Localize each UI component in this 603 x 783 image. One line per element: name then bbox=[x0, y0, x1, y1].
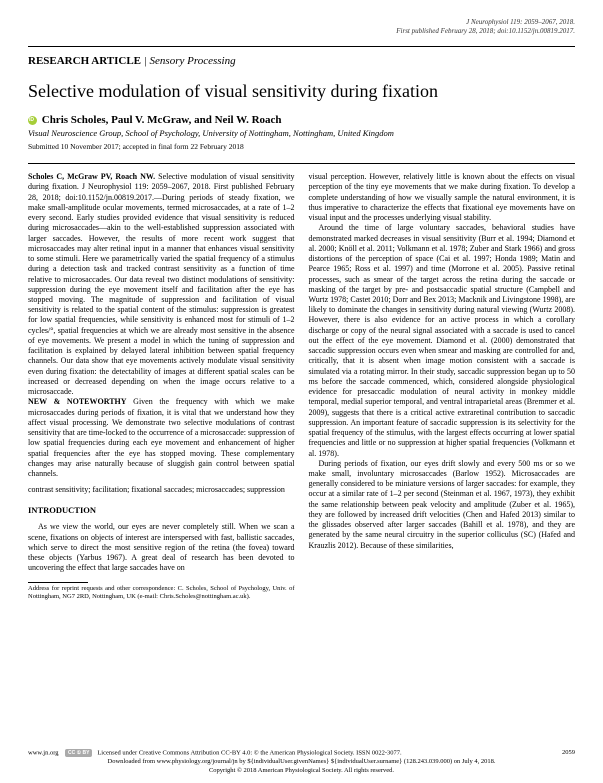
introduction-heading: INTRODUCTION bbox=[28, 505, 295, 516]
author-names: Chris Scholes, Paul V. McGraw, and Neil … bbox=[42, 114, 282, 126]
orcid-icon bbox=[28, 116, 37, 125]
noteworthy-body: Given the frequency with which we make m… bbox=[28, 397, 295, 478]
page-footer: www.jn.org CC ① BY Licensed under Creati… bbox=[28, 749, 575, 775]
body-paragraph-1: visual perception. However, relatively l… bbox=[309, 172, 576, 223]
journal-page: J Neurophysiol 119: 2059–2067, 2018. Fir… bbox=[0, 0, 603, 613]
left-column: Scholes C, McGraw PV, Roach NW. Selectiv… bbox=[28, 172, 295, 601]
journal-citation: J Neurophysiol 119: 2059–2067, 2018. bbox=[28, 18, 575, 27]
abstract-body: Selective modulation of visual sensitivi… bbox=[28, 172, 295, 396]
noteworthy-paragraph: NEW & NOTEWORTHY Given the frequency wit… bbox=[28, 397, 295, 479]
footer-page-number: 2059 bbox=[562, 749, 575, 758]
correspondence-divider bbox=[28, 582, 88, 583]
journal-meta: J Neurophysiol 119: 2059–2067, 2018. Fir… bbox=[28, 18, 575, 36]
section-topic: Sensory Processing bbox=[150, 55, 236, 67]
author-line: Chris Scholes, Paul V. McGraw, and Neil … bbox=[28, 114, 575, 126]
article-type: RESEARCH ARTICLE bbox=[28, 55, 141, 67]
body-paragraph-3: During periods of fixation, our eyes dri… bbox=[309, 459, 576, 551]
journal-pubdate: First published February 28, 2018; doi:1… bbox=[28, 27, 575, 36]
two-column-body: Scholes C, McGraw PV, Roach NW. Selectiv… bbox=[28, 172, 575, 601]
intro-paragraph-1: As we view the world, our eyes are never… bbox=[28, 522, 295, 573]
section-header: RESEARCH ARTICLE | Sensory Processing bbox=[28, 55, 575, 67]
body-paragraph-2: Around the time of large voluntary sacca… bbox=[309, 223, 576, 458]
abstract-citation-head: Scholes C, McGraw PV, Roach NW. bbox=[28, 172, 155, 181]
submission-dates: Submitted 10 November 2017; accepted in … bbox=[28, 142, 575, 151]
cc-badge-icon: CC ① BY bbox=[65, 749, 92, 758]
footer-license-line: www.jn.org CC ① BY Licensed under Creati… bbox=[28, 749, 575, 758]
affiliation: Visual Neuroscience Group, School of Psy… bbox=[28, 128, 575, 138]
top-divider bbox=[28, 46, 575, 47]
footer-license-text: Licensed under Creative Commons Attribut… bbox=[97, 750, 401, 757]
noteworthy-head: NEW & NOTEWORTHY bbox=[28, 397, 127, 406]
correspondence-address: Address for reprint requests and other c… bbox=[28, 585, 295, 601]
footer-downloaded: Downloaded from www.physiology.org/journ… bbox=[28, 758, 575, 766]
article-title: Selective modulation of visual sensitivi… bbox=[28, 81, 575, 102]
right-column: visual perception. However, relatively l… bbox=[309, 172, 576, 601]
footer-site: www.jn.org bbox=[28, 750, 59, 757]
keywords: contrast sensitivity; facilitation; fixa… bbox=[28, 485, 295, 495]
header-divider bbox=[28, 163, 575, 164]
abstract-paragraph: Scholes C, McGraw PV, Roach NW. Selectiv… bbox=[28, 172, 295, 397]
footer-copyright: Copyright © 2018 American Physiological … bbox=[28, 767, 575, 775]
